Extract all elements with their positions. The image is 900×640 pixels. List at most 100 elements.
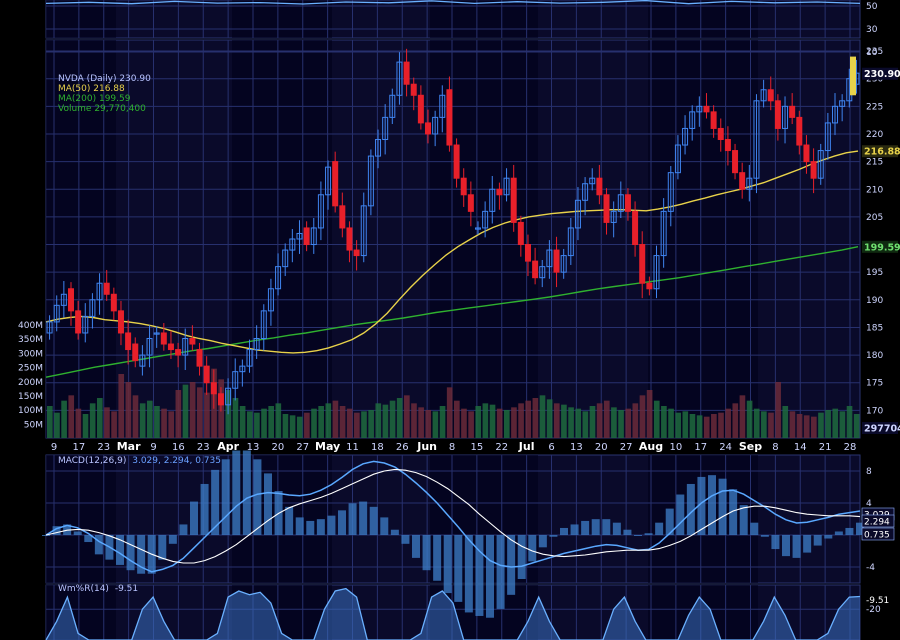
macd-hist-bar <box>338 510 346 535</box>
volume-bar <box>418 407 424 438</box>
volume-bar <box>753 408 760 438</box>
candle-body <box>660 210 667 257</box>
candle-body <box>653 255 660 290</box>
volume-bar <box>618 410 624 438</box>
price-tick-label: 185 <box>866 323 883 333</box>
candle-body <box>703 105 710 113</box>
candle-body <box>682 127 689 146</box>
willr-area <box>46 588 860 640</box>
volume-bar <box>768 412 774 438</box>
volume-bar <box>725 408 731 438</box>
month-band-3-1 <box>648 40 758 438</box>
candle-body <box>217 393 224 406</box>
volume-bar <box>75 408 82 438</box>
macd-hist-bar <box>845 527 854 535</box>
macd-hist-bar <box>348 503 357 535</box>
candle-body <box>746 177 753 190</box>
candle-body <box>674 144 681 174</box>
macd-hist-bar <box>718 478 727 535</box>
macd-hist-bar <box>496 535 505 609</box>
candle-body <box>353 249 360 257</box>
x-tick-label: 23 <box>97 442 110 453</box>
macd-hist-bar <box>739 505 748 535</box>
price-tick-label: 235 <box>866 47 883 57</box>
willr-label-main: Wm%R(14) <box>58 584 109 594</box>
macd-hist-bar <box>327 515 336 535</box>
macd-hist-bar <box>42 535 50 536</box>
volume-bar <box>382 404 389 438</box>
candle-body <box>389 94 396 118</box>
candle-body <box>75 310 82 334</box>
candle-body <box>139 354 146 367</box>
candle-body <box>89 299 96 317</box>
candle-body <box>60 293 67 306</box>
volume-bar <box>711 414 717 438</box>
candle-body <box>146 338 153 356</box>
macd-hist-bar <box>560 527 568 535</box>
candle-body <box>710 111 717 129</box>
macd-hist-bar <box>549 535 558 537</box>
candle-body <box>53 304 60 323</box>
candle-body <box>760 89 767 102</box>
candle-body <box>125 332 132 351</box>
volume-bar <box>525 400 532 438</box>
candle-body <box>596 177 603 196</box>
volume-bar <box>118 374 125 438</box>
volume-bar <box>425 410 432 438</box>
macd-hist-bar <box>517 535 526 579</box>
volume-tick-label: 350M <box>18 335 43 345</box>
macd-hist-bar <box>412 535 420 558</box>
macd-hist-bar <box>94 535 103 555</box>
candle-body <box>425 122 432 135</box>
volume-bar <box>354 412 360 438</box>
volume-bar <box>839 411 846 438</box>
volume-bar <box>782 406 789 438</box>
macd-hist-bar <box>380 517 389 535</box>
macd-hist-bar <box>676 494 685 535</box>
candle-body <box>117 310 124 334</box>
volume-bar <box>461 408 467 438</box>
volume-bar <box>825 410 831 438</box>
candle-body <box>810 161 817 179</box>
candle-body <box>839 100 846 107</box>
candle-body <box>482 210 489 229</box>
candle-body <box>546 249 553 268</box>
volume-bar <box>282 414 289 438</box>
volume-bar <box>396 398 403 438</box>
x-tick-label: 22 <box>495 442 508 453</box>
macd-hist-bar <box>813 535 822 546</box>
x-tick-label: 20 <box>272 442 285 453</box>
volume-bar <box>732 403 739 438</box>
volume-tick-label: 300M <box>18 349 43 359</box>
volume-bar <box>54 412 60 438</box>
candle-body <box>553 249 560 273</box>
macd-hist-bar <box>697 476 706 535</box>
volume-bar <box>332 400 339 438</box>
macd-hist-bar <box>137 535 146 574</box>
macd-hist-bar <box>369 506 378 535</box>
candle-body <box>153 332 160 335</box>
candle-body <box>560 255 567 273</box>
volume-bar <box>661 406 667 438</box>
candle-body <box>267 288 274 312</box>
volume-bar <box>853 414 860 438</box>
last-price-marker <box>850 56 856 96</box>
volume-bar <box>161 408 167 438</box>
williams-r-panel <box>45 587 861 640</box>
macd-hist-bar <box>581 520 590 535</box>
x-tick-label: 8 <box>449 442 455 453</box>
volume-bar <box>796 414 803 438</box>
macd-hist-bar <box>665 508 674 535</box>
macd-hist-bar <box>612 522 621 535</box>
macd-line <box>45 460 861 573</box>
candle-body <box>510 177 517 223</box>
volume-bar <box>832 408 839 438</box>
candle-body <box>617 194 624 212</box>
candle-body <box>824 122 831 152</box>
volume-bar <box>496 408 503 438</box>
candle-body <box>260 310 267 340</box>
volume-bar <box>304 412 310 438</box>
candle-body <box>375 139 382 157</box>
volume-bar <box>239 406 246 438</box>
candle-body <box>325 166 332 196</box>
